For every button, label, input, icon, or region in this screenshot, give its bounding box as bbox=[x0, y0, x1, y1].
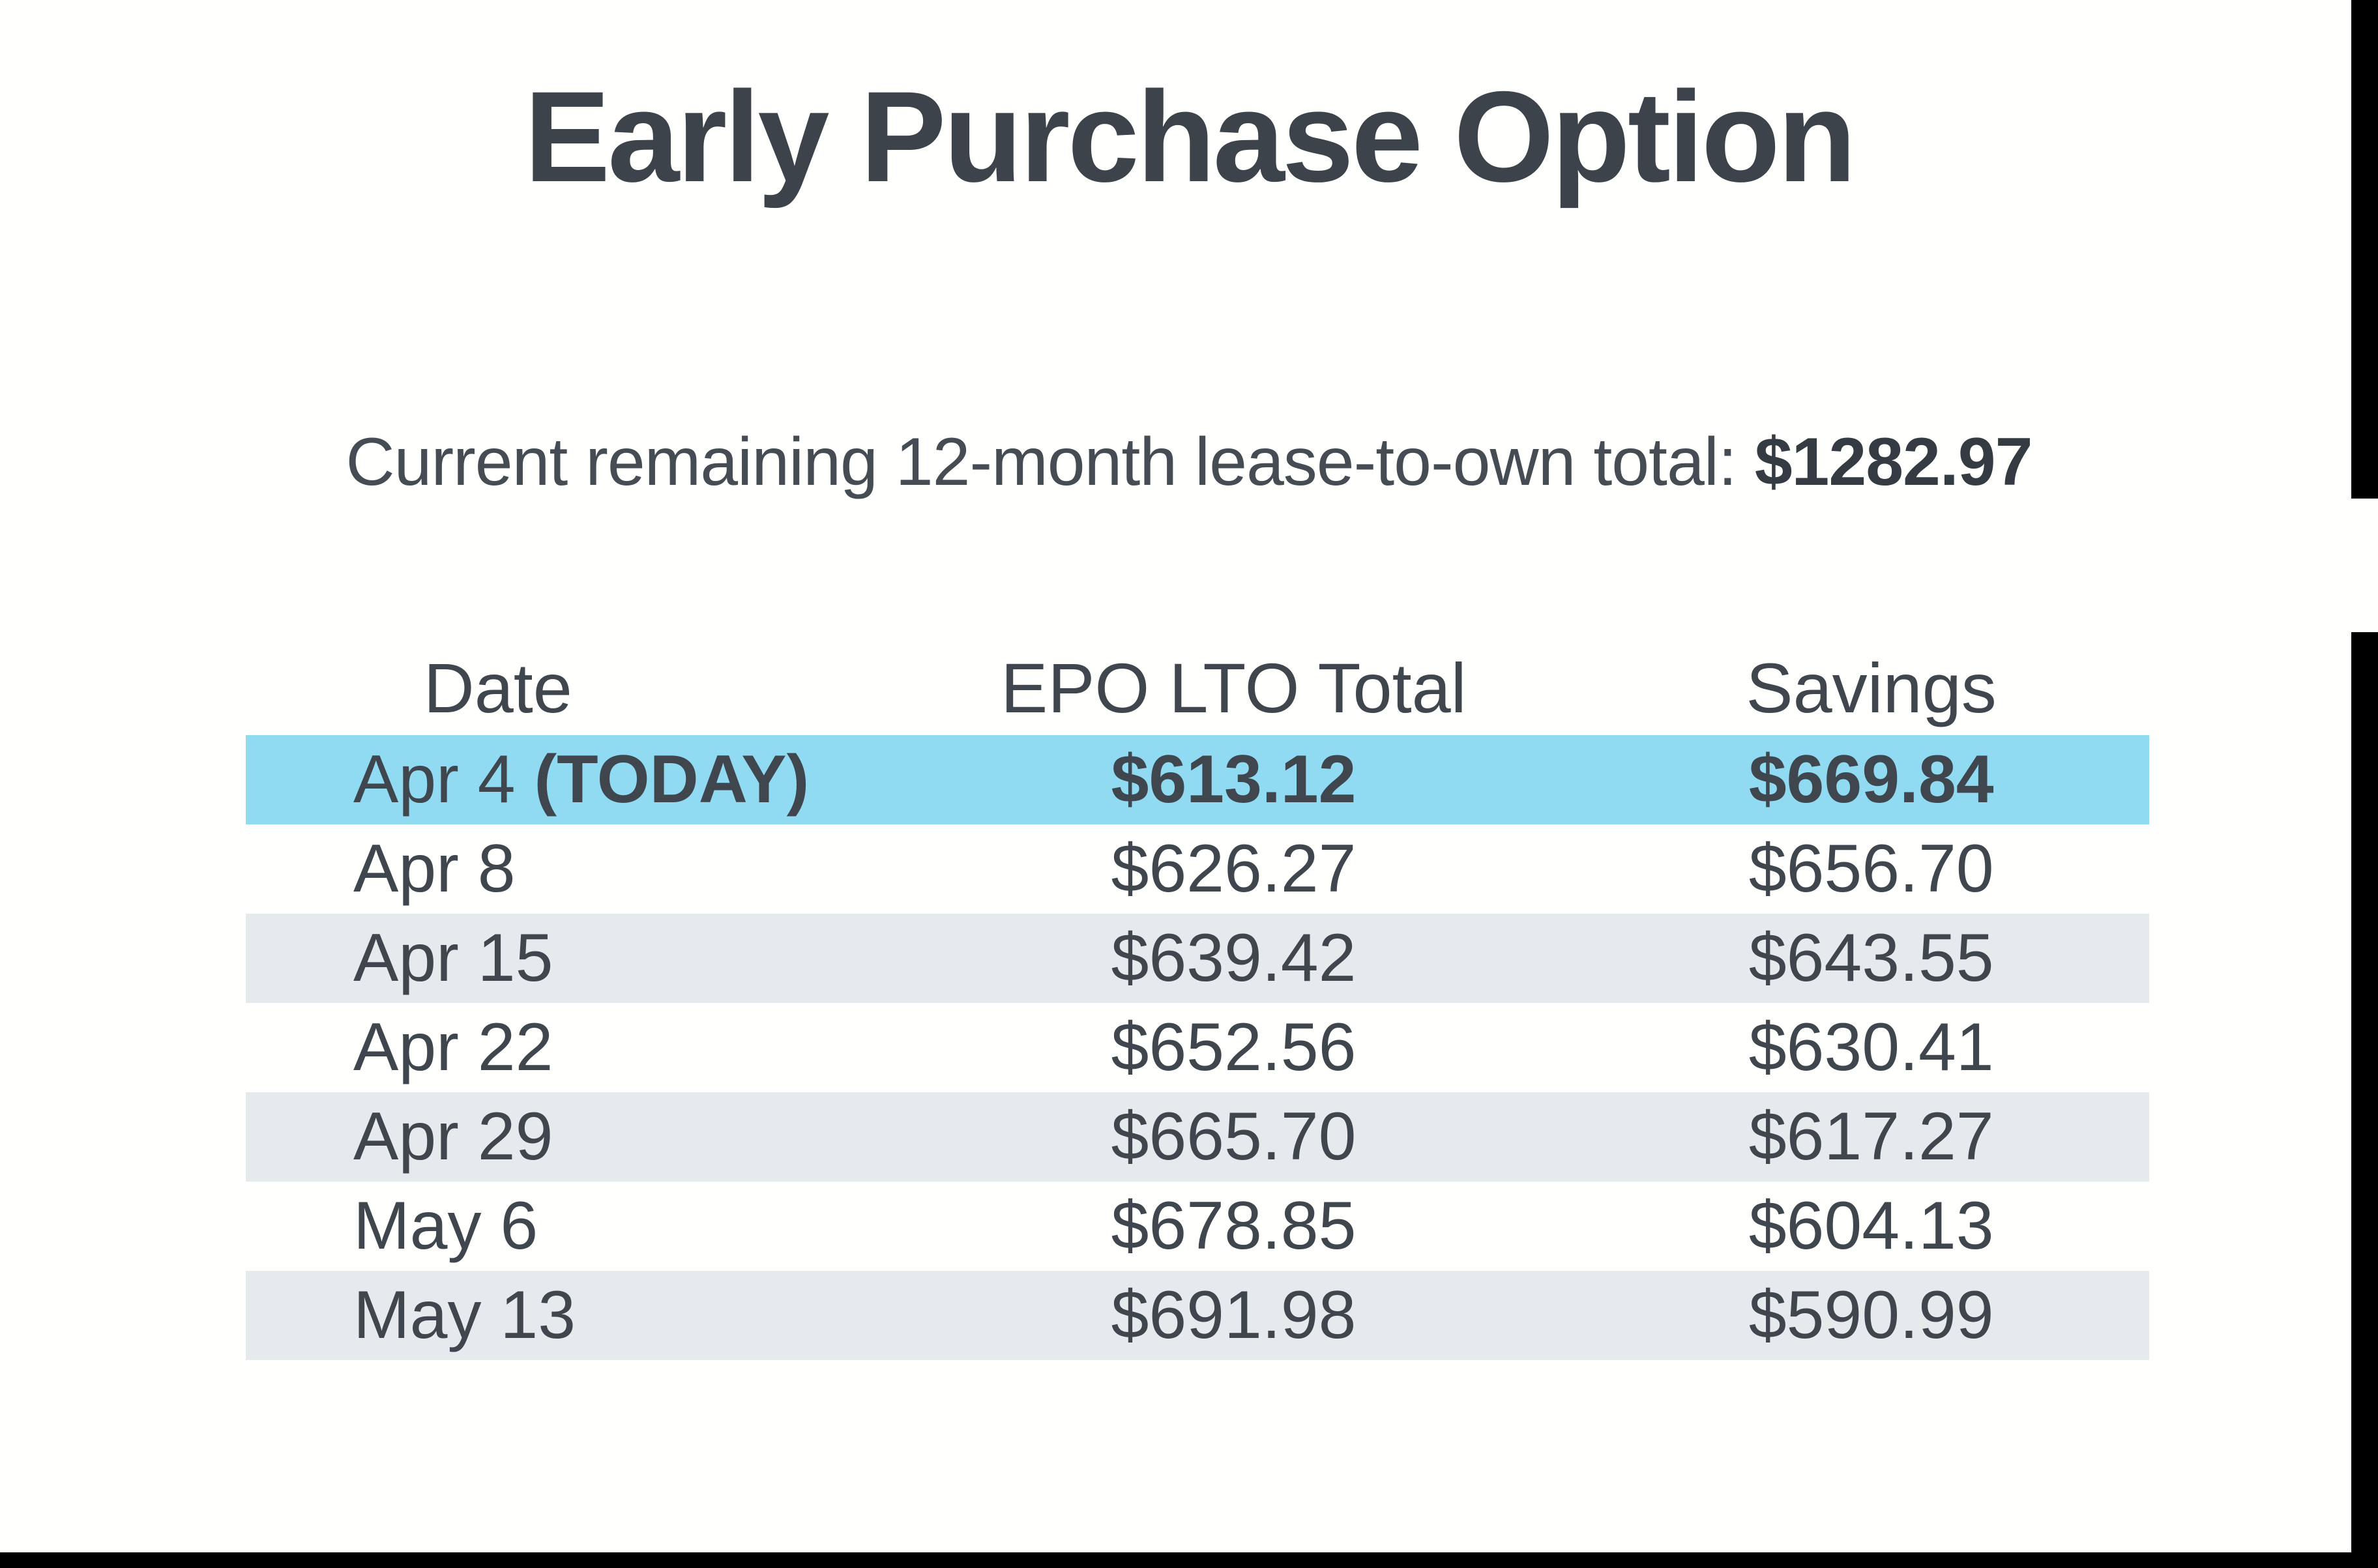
column-header-date-label: Date bbox=[423, 648, 572, 727]
column-header-epo-lto-total: EPO LTO Total bbox=[1001, 648, 1467, 727]
column-header-savings: Savings bbox=[1746, 648, 1997, 727]
savings-cell: $669.84 bbox=[1748, 742, 1994, 817]
page-title: Early Purchase Option bbox=[524, 65, 1857, 209]
today-badge: (TODAY) bbox=[534, 742, 810, 817]
date-cell: Apr 8 bbox=[353, 831, 516, 907]
lease-total-label: Current remaining 12-month lease-to-own … bbox=[345, 424, 1755, 500]
epo-lto-total-cell: $665.70 bbox=[1111, 1099, 1357, 1174]
epo-lto-total-cell: $691.98 bbox=[1111, 1277, 1357, 1353]
right-black-bar-bottom bbox=[2351, 632, 2378, 1568]
epo-lto-total-cell: $678.85 bbox=[1111, 1188, 1357, 1264]
date-cell: Apr 29 bbox=[353, 1099, 553, 1174]
column-header-date: Date bbox=[246, 647, 874, 729]
table-body: Apr 4 (TODAY) $613.12 $669.84 Apr 8 $626… bbox=[246, 735, 2149, 1360]
table-row: Apr 15 $639.42 $643.55 bbox=[246, 914, 2149, 1003]
right-black-bar-top bbox=[2351, 0, 2378, 499]
epo-lto-total-cell: $613.12 bbox=[1111, 742, 1357, 817]
bottom-black-bar bbox=[0, 1552, 2378, 1568]
table-row: Apr 29 $665.70 $617.27 bbox=[246, 1092, 2149, 1182]
date-cell: May 6 bbox=[353, 1188, 538, 1264]
savings-cell: $604.13 bbox=[1748, 1188, 1994, 1264]
table-header-row: Date EPO LTO Total Savings bbox=[246, 644, 2149, 735]
epo-lto-total-cell: $639.42 bbox=[1111, 920, 1357, 996]
table-row: Apr 8 $626.27 $656.70 bbox=[246, 824, 2149, 914]
savings-cell: $630.41 bbox=[1748, 1009, 1994, 1085]
epo-lto-total-cell: $626.27 bbox=[1111, 831, 1357, 907]
table-row: May 13 $691.98 $590.99 bbox=[246, 1271, 2149, 1360]
date-cell: May 13 bbox=[353, 1277, 576, 1353]
table-row: Apr 4 (TODAY) $613.12 $669.84 bbox=[246, 735, 2149, 824]
epo-table: Date EPO LTO Total Savings Apr 4 (TODAY)… bbox=[246, 644, 2149, 1360]
savings-cell: $590.99 bbox=[1748, 1277, 1994, 1353]
date-cell: Apr 4 (TODAY) bbox=[246, 741, 874, 819]
date-cell: Apr 15 bbox=[353, 920, 553, 996]
savings-cell: $617.27 bbox=[1748, 1099, 1994, 1174]
lease-total-amount: $1282.97 bbox=[1754, 424, 2033, 500]
table-row: Apr 22 $652.56 $630.41 bbox=[246, 1003, 2149, 1092]
savings-cell: $656.70 bbox=[1748, 831, 1994, 907]
epo-lto-total-cell: $652.56 bbox=[1111, 1009, 1357, 1085]
lease-total-line: Current remaining 12-month lease-to-own … bbox=[0, 424, 2378, 501]
savings-cell: $643.55 bbox=[1748, 920, 1994, 996]
table-row: May 6 $678.85 $604.13 bbox=[246, 1182, 2149, 1271]
date-label: Apr 4 bbox=[353, 742, 535, 817]
date-cell: Apr 22 bbox=[353, 1009, 553, 1085]
